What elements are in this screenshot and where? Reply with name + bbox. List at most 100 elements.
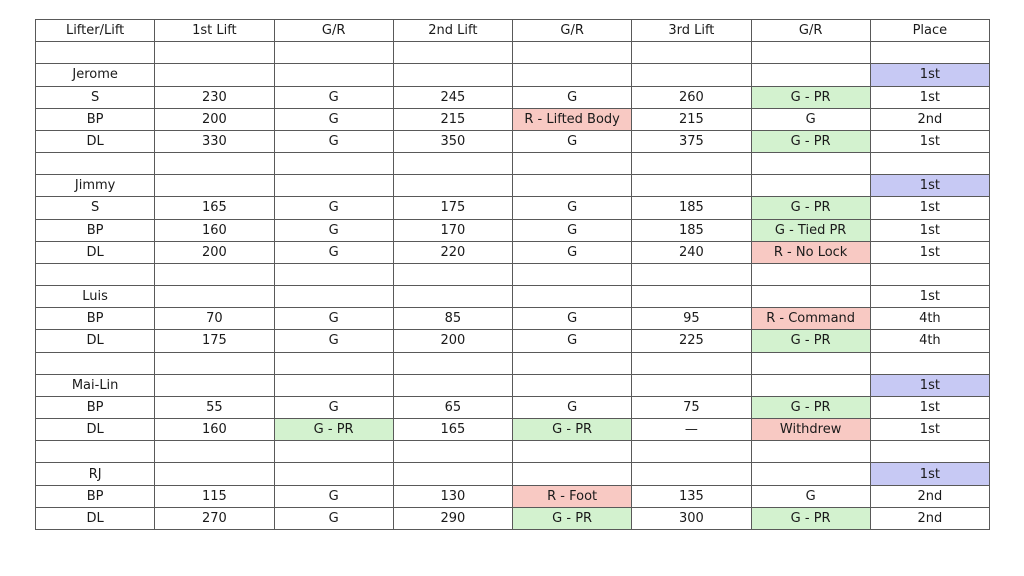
place-cell: 1st [869,85,991,109]
lift-row: BP 55 G 65 G 75 G - PR 1st [34,395,991,420]
place-cell: 2nd [869,107,991,131]
judge-result-cell [511,373,633,397]
judge-result-cell [273,262,394,287]
judge-result-cell: G [273,484,394,508]
judge-result-cell [273,373,394,397]
lift-weight-cell [154,351,275,375]
lift-weight-cell [631,63,752,87]
lift-weight-cell: 65 [392,395,514,420]
lift-weight-cell [631,462,752,486]
judge-result-cell [511,351,633,375]
lift-weight-cell: 225 [631,329,752,353]
lift-weight-cell: 55 [154,395,275,420]
judge-result-cell [750,41,871,65]
judge-result-cell: G [511,218,633,242]
judge-result-cell: G [750,107,871,131]
lift-weight-cell: 230 [154,85,275,109]
lift-type-cell: DL [34,418,156,442]
judge-result-cell [511,462,633,486]
judge-result-cell: G [511,395,633,420]
lift-type-cell: BP [34,395,156,420]
lift-type-cell: DL [34,506,156,531]
empty-cell [34,152,156,176]
place-cell [869,41,991,65]
place-cell: 1st [869,218,991,242]
place-cell [869,152,991,176]
column-header: 3rd Lift [631,18,752,43]
lift-weight-cell [631,373,752,397]
lifter-name-cell: Jimmy [34,174,156,198]
lift-weight-cell: 130 [392,484,514,508]
lift-weight-cell: — [631,418,752,442]
judge-result-cell: G [273,85,394,109]
judge-result-cell [750,262,871,287]
judge-result-cell: G [511,329,633,353]
lift-type-cell: BP [34,218,156,242]
lift-type-cell: DL [34,329,156,353]
lift-weight-cell [154,285,275,309]
results-sheet: Lifter/Lift 1st Lift G/R 2nd Lift G/R 3rd Lif… [34,18,991,531]
spacer-row [34,440,991,464]
lift-weight-cell: 160 [154,418,275,442]
judge-result-cell [273,152,394,176]
lift-weight-cell: 220 [392,240,514,264]
lift-weight-cell [154,462,275,486]
lift-row: S 230 G 245 G 260 G - PR 1st [34,85,991,109]
judge-result-cell [511,63,633,87]
lift-weight-cell [154,373,275,397]
lift-weight-cell: 200 [154,107,275,131]
lift-type-cell: BP [34,307,156,331]
lift-weight-cell [631,174,752,198]
lift-weight-cell: 215 [631,107,752,131]
lift-weight-cell: 95 [631,307,752,331]
lift-weight-cell [631,440,752,464]
judge-result-cell: R - No Lock [750,240,871,264]
judge-result-cell: G [273,218,394,242]
spacer-row [34,262,991,287]
judge-result-cell: G - PR [750,395,871,420]
lifter-name-cell: Mai-Lin [34,373,156,397]
lift-row: BP 70 G 85 G 95 R - Command 4th [34,307,991,331]
judge-result-cell: G - PR [750,85,871,109]
column-header: 2nd Lift [392,18,514,43]
lifter-header-row: RJ 1st [34,462,991,486]
judge-result-cell: G - PR [273,418,394,442]
lifter-header-row: Jimmy 1st [34,174,991,198]
judge-result-cell [750,462,871,486]
lift-weight-cell: 160 [154,218,275,242]
judge-result-cell [511,440,633,464]
lift-weight-cell [154,440,275,464]
lift-weight-cell [154,41,275,65]
judge-result-cell [511,41,633,65]
lift-row: BP 200 G 215 R - Lifted Body 215 G 2nd [34,107,991,131]
lift-weight-cell: 85 [392,307,514,331]
lift-row: DL 330 G 350 G 375 G - PR 1st [34,129,991,154]
lift-type-cell: S [34,85,156,109]
place-cell: 1st [869,196,991,220]
lift-weight-cell: 70 [154,307,275,331]
header-row: Lifter/Lift 1st Lift G/R 2nd Lift G/R 3rd Lif… [34,18,991,43]
lift-weight-cell [392,152,514,176]
lift-weight-cell [631,262,752,287]
place-cell: 1st [869,285,991,309]
judge-result-cell: G [273,307,394,331]
empty-cell [34,262,156,287]
judge-result-cell [511,174,633,198]
results-table-body: Lifter/Lift 1st Lift G/R 2nd Lift G/R 3rd Lif… [34,18,991,531]
column-header: Lifter/Lift [34,18,156,43]
judge-result-cell: G [273,240,394,264]
judge-result-cell: G [273,395,394,420]
judge-result-cell [273,63,394,87]
judge-result-cell: G [273,329,394,353]
judge-result-cell: G - PR [750,129,871,154]
lift-type-cell: DL [34,129,156,154]
lift-weight-cell: 330 [154,129,275,154]
lift-weight-cell: 75 [631,395,752,420]
lift-row: DL 175 G 200 G 225 G - PR 4th [34,329,991,353]
column-header: Place [869,18,991,43]
judge-result-cell: G [511,129,633,154]
judge-result-cell [750,63,871,87]
lift-weight-cell [631,351,752,375]
empty-cell [34,440,156,464]
judge-result-cell [273,351,394,375]
